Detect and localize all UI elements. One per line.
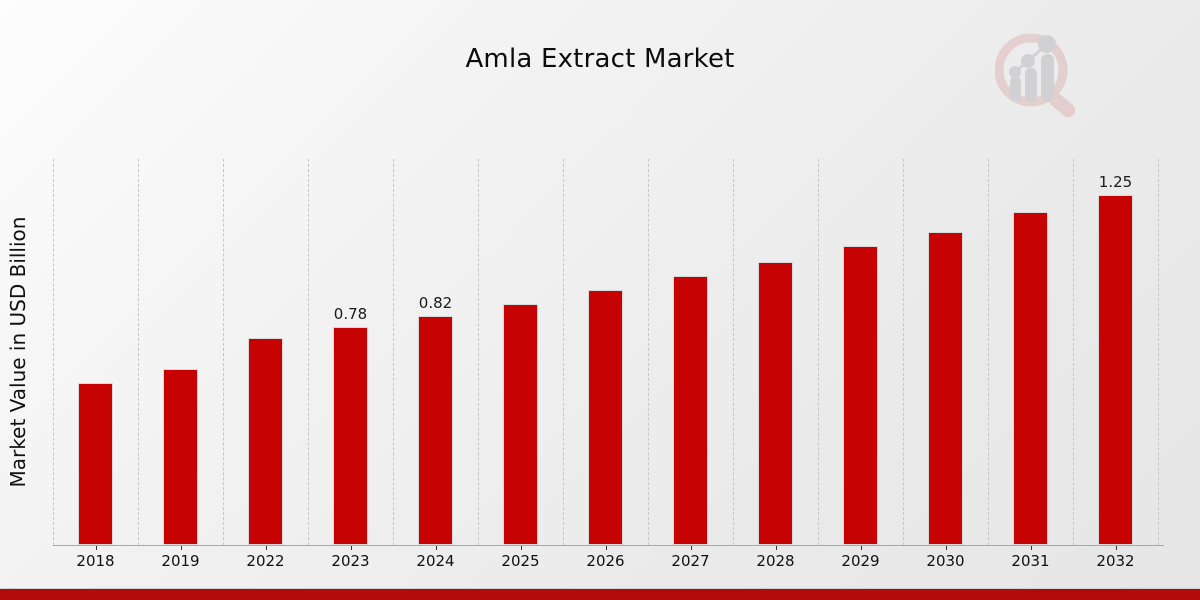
bar-2030 xyxy=(928,232,963,545)
gridline xyxy=(903,159,904,545)
magnifier-growth-chart-watermark-icon xyxy=(995,33,1076,118)
x-axis-label-2028: 2028 xyxy=(756,552,795,570)
bar-2032 xyxy=(1098,195,1133,545)
bar-2023 xyxy=(333,327,368,545)
bar-2024 xyxy=(418,316,453,545)
x-axis-tick xyxy=(1115,546,1117,550)
gridline xyxy=(563,159,564,545)
footer-red-band xyxy=(0,588,1200,600)
bar-2025 xyxy=(503,304,538,545)
x-axis-label-2025: 2025 xyxy=(501,552,540,570)
gridline xyxy=(53,159,54,545)
x-axis-label-2029: 2029 xyxy=(841,552,880,570)
x-axis-label-2030: 2030 xyxy=(926,552,965,570)
bar-2018 xyxy=(78,383,113,545)
x-axis-label-2024: 2024 xyxy=(416,552,455,570)
gridline xyxy=(308,159,309,545)
x-axis-tick xyxy=(265,546,267,550)
bar-2031 xyxy=(1013,212,1048,545)
bar-2027 xyxy=(673,276,708,545)
x-axis-tick xyxy=(605,546,607,550)
x-axis-label-2031: 2031 xyxy=(1011,552,1050,570)
x-axis-tick xyxy=(1030,546,1032,550)
gridline xyxy=(733,159,734,545)
x-axis-tick xyxy=(520,546,522,550)
x-axis-label-2026: 2026 xyxy=(586,552,625,570)
gridline xyxy=(1158,159,1159,545)
x-axis-tick xyxy=(775,546,777,550)
x-axis-tick xyxy=(95,546,97,550)
gridline xyxy=(478,159,479,545)
x-axis-tick xyxy=(435,546,437,550)
bar-2022 xyxy=(248,338,283,545)
x-axis-label-2019: 2019 xyxy=(161,552,200,570)
x-axis-tick xyxy=(690,546,692,550)
x-axis-label-2032: 2032 xyxy=(1096,552,1135,570)
x-axis-tick xyxy=(350,546,352,550)
data-label-2032: 1.25 xyxy=(1098,173,1133,191)
chart-title: Amla Extract Market xyxy=(465,44,735,74)
data-label-2024: 0.82 xyxy=(418,294,453,312)
gridline xyxy=(988,159,989,545)
gridline xyxy=(393,159,394,545)
x-axis-label-2027: 2027 xyxy=(671,552,710,570)
x-axis-line xyxy=(53,545,1164,546)
bar-2026 xyxy=(588,290,623,545)
x-axis-tick xyxy=(945,546,947,550)
bar-2029 xyxy=(843,246,878,545)
bar-2028 xyxy=(758,262,793,545)
data-label-2023: 0.78 xyxy=(333,305,368,323)
x-axis-label-2022: 2022 xyxy=(246,552,285,570)
gridline xyxy=(138,159,139,545)
gridline xyxy=(648,159,649,545)
gridline xyxy=(1073,159,1074,545)
x-axis-tick xyxy=(180,546,182,550)
x-axis-label-2018: 2018 xyxy=(76,552,115,570)
gridline xyxy=(818,159,819,545)
x-axis-tick xyxy=(860,546,862,550)
bar-2019 xyxy=(163,369,198,545)
gridline xyxy=(223,159,224,545)
x-axis-label-2023: 2023 xyxy=(331,552,370,570)
